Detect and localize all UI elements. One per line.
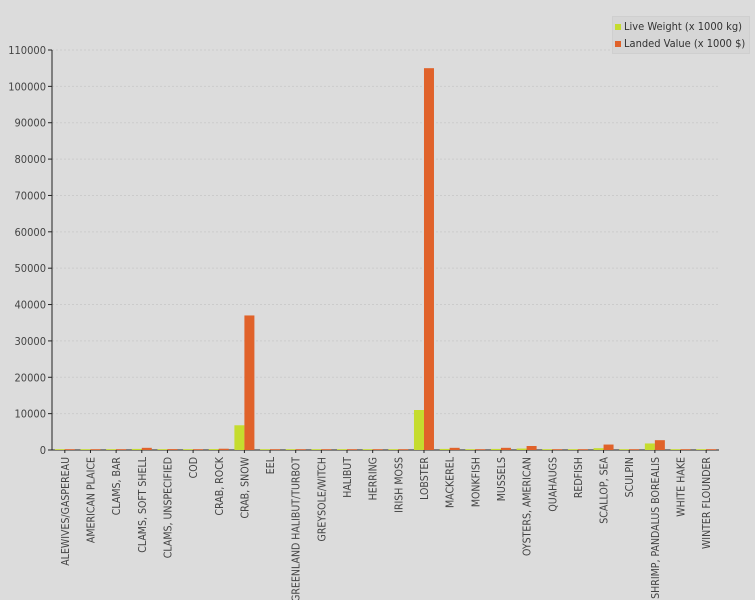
bar-landed-value (141, 447, 152, 450)
bar-landed-value (706, 449, 717, 450)
bar-live-weight (388, 449, 399, 450)
x-tick-label: COD (188, 457, 200, 478)
bar-landed-value (321, 449, 332, 450)
bar-live-weight (696, 449, 707, 450)
legend-label-landed-value: Landed Value (x 1000 $) (624, 37, 746, 50)
x-tick-label: EEL (265, 456, 277, 474)
bar-live-weight (644, 443, 655, 450)
y-tick-label: 110000 (8, 44, 46, 57)
bar-landed-value (577, 449, 588, 450)
x-tick-label: SCALLOP, SEA (599, 456, 611, 523)
x-tick-label: CLAMS, SOFT SHELL (137, 456, 149, 552)
bar-live-weight (439, 448, 450, 450)
y-tick-label: 60000 (15, 226, 46, 239)
bar-live-weight (106, 449, 117, 450)
y-tick-label: 40000 (15, 299, 46, 312)
x-tick-label: IRISH MOSS (393, 457, 405, 513)
x-tick-label: SCULPIN (624, 457, 636, 497)
bar-landed-value (680, 449, 691, 450)
y-tick-label: 100000 (8, 80, 46, 93)
x-tick-label: WHITE HAKE (676, 457, 688, 517)
legend-label-live-weight: Live Weight (x 1000 kg) (624, 20, 742, 33)
bar-live-weight (593, 448, 604, 450)
bar-live-weight (208, 449, 219, 450)
bar-live-weight (183, 449, 194, 450)
bar-landed-value (629, 449, 640, 450)
x-tick-label: OYSTERS, AMERICAN (522, 457, 534, 556)
bar-landed-value (552, 449, 563, 450)
x-tick-label: CLAMS, BAR (111, 457, 123, 516)
x-tick-label: AMERICAN PLAICE (85, 457, 97, 543)
bar-landed-value (244, 315, 255, 450)
bar-landed-value (116, 449, 127, 450)
bar-live-weight (567, 449, 578, 450)
legend-item-live-weight[interactable]: Live Weight (x 1000 kg) (615, 19, 742, 35)
bar-live-weight (516, 448, 527, 450)
bar-live-weight (285, 449, 296, 450)
bar-landed-value (347, 449, 358, 450)
x-tick-label: CRAB, SNOW (239, 456, 251, 518)
bar-landed-value (218, 448, 229, 450)
x-tick-label: LOBSTER (419, 457, 431, 500)
x-tick-label: GREENLAND HALIBUT/TURBOT (291, 457, 303, 600)
x-tick-label: WINTER FLOUNDER (701, 457, 713, 549)
bar-landed-value (372, 449, 383, 450)
bar-live-weight (465, 449, 476, 450)
bar-landed-value (423, 68, 434, 450)
bar-live-weight (157, 449, 168, 450)
bar-landed-value (449, 447, 460, 450)
bar-live-weight (234, 425, 245, 450)
bar-landed-value (193, 449, 204, 450)
x-tick-label: CLAMS, UNSPECIFIED (162, 457, 174, 558)
bar-live-weight (619, 449, 630, 450)
bar-live-weight (413, 410, 424, 450)
x-tick-label: QUAHAUGS (547, 457, 559, 512)
bar-landed-value (475, 449, 486, 450)
bar-landed-value (90, 449, 101, 450)
x-tick-label: MUSSELS (496, 457, 508, 501)
x-tick-label: HALIBUT (342, 457, 354, 498)
bar-live-weight (490, 448, 501, 450)
bar-live-weight (362, 449, 373, 450)
y-tick-label: 10000 (15, 408, 46, 421)
x-tick-label: MACKEREL (445, 456, 457, 508)
y-tick-label: 30000 (15, 335, 46, 348)
x-tick-label: HERRING (368, 457, 380, 500)
y-tick-label: 90000 (15, 117, 46, 130)
bar-live-weight (260, 449, 271, 450)
bar-landed-value (603, 444, 614, 450)
legend-swatch-live-weight (615, 24, 621, 30)
bar-landed-value (654, 440, 665, 450)
bar-live-weight (670, 449, 681, 450)
bar-live-weight (542, 449, 553, 450)
x-tick-label: REDFISH (573, 457, 585, 498)
x-tick-label: GREYSOLE/WITCH (316, 457, 328, 541)
x-tick-label: CRAB, ROCK (214, 456, 226, 515)
x-tick-label: SHRIMP, PANDALUS BOREALIS (650, 457, 662, 599)
bar-live-weight (131, 448, 142, 450)
bar-landed-value (500, 447, 511, 450)
bar-landed-value (64, 449, 75, 450)
bar-live-weight (311, 449, 322, 450)
y-tick-label: 80000 (15, 153, 46, 166)
legend-item-landed-value[interactable]: Landed Value (x 1000 $) (615, 36, 745, 52)
bar-live-weight (337, 449, 348, 450)
y-tick-label: 0 (40, 444, 46, 457)
y-tick-label: 20000 (15, 371, 46, 384)
chart-legend: Live Weight (x 1000 kg) Landed Value (x … (612, 16, 750, 54)
bar-landed-value (295, 449, 306, 450)
bar-landed-value (526, 446, 537, 450)
bar-live-weight (54, 449, 65, 450)
bar-landed-value (167, 449, 178, 450)
bar-landed-value (270, 449, 281, 450)
bar-live-weight (80, 449, 91, 450)
legend-swatch-landed-value (615, 41, 621, 47)
x-tick-label: ALEWIVES/GASPEREAU (60, 457, 72, 566)
y-tick-label: 50000 (15, 262, 46, 275)
x-tick-label: MONKFISH (470, 457, 482, 507)
bar-landed-value (398, 449, 409, 450)
y-tick-label: 70000 (15, 189, 46, 202)
